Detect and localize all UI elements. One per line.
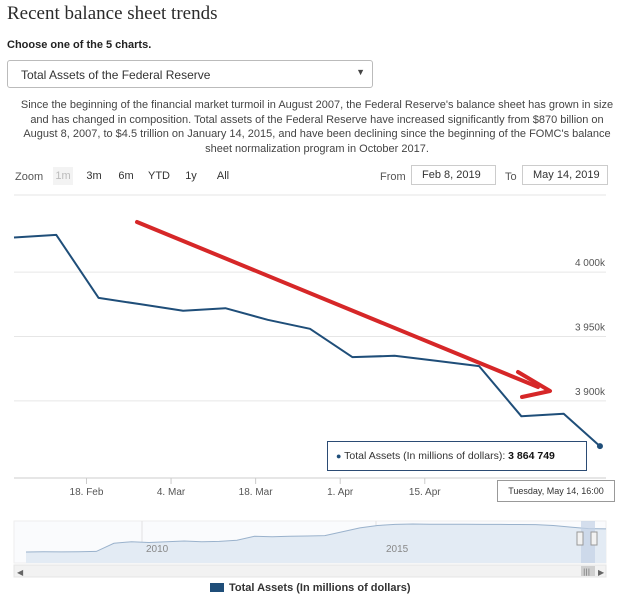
page-title: Recent balance sheet trends	[7, 3, 218, 24]
crosshair-date-label: Tuesday, May 14, 16:00	[497, 480, 615, 502]
range-from-label: From	[380, 171, 406, 183]
scrollbar-track[interactable]	[13, 564, 607, 578]
zoom-ytd-button[interactable]: YTD	[148, 170, 170, 182]
chart-select[interactable]: Total Assets of the Federal Reserve ▼	[7, 60, 373, 88]
legend-item[interactable]: Total Assets (In millions of dollars)	[210, 582, 411, 594]
x-tick-label: 18. Mar	[239, 487, 274, 498]
y-tick-label: 4 000k	[575, 258, 606, 269]
chevron-down-icon[interactable]: ▼	[356, 67, 365, 77]
trend-arrow-head	[516, 370, 552, 399]
x-tick-label: 4. Mar	[157, 487, 186, 498]
navigator-left-handle[interactable]	[576, 531, 584, 546]
x-tick-label: 15. Apr	[409, 487, 441, 498]
legend-label: Total Assets (In millions of dollars)	[229, 582, 411, 594]
choose-chart-label: Choose one of the 5 charts.	[7, 39, 152, 51]
series-point-hovered[interactable]	[596, 443, 603, 450]
y-tick-label: 3 950k	[575, 323, 606, 334]
scroll-right-icon[interactable]: ▶	[598, 568, 605, 577]
navigator-series-line	[25, 523, 607, 553]
scrollbar[interactable]: ◀ ||| ▶	[13, 564, 607, 578]
chart-description: Since the beginning of the financial mar…	[20, 99, 614, 155]
series-line[interactable]	[13, 233, 601, 447]
y-axis: 3 900k 3 950k 4 000k	[575, 258, 606, 398]
x-axis: 18. Feb 4. Mar 18. Mar 1. Apr 15. Apr	[14, 477, 606, 498]
trend-arrow	[135, 220, 552, 399]
zoom-1y-button[interactable]: 1y	[185, 170, 197, 182]
legend-swatch-icon	[210, 583, 224, 592]
tooltip-series-name: Total Assets (In millions of dollars):	[344, 450, 506, 462]
x-tick-label: 1. Apr	[327, 487, 354, 498]
zoom-6m-button[interactable]: 6m	[118, 170, 134, 182]
navigator-label: 2010	[146, 544, 169, 555]
series-dot-icon: ●	[336, 451, 342, 461]
series-group	[13, 233, 603, 450]
navigator[interactable]: 2010 2015	[13, 520, 607, 564]
chart-select-value: Total Assets of the Federal Reserve	[21, 68, 211, 82]
range-to-input[interactable]: May 14, 2019	[522, 165, 608, 185]
zoom-all-button[interactable]: All	[216, 170, 230, 182]
range-to-label: To	[505, 171, 517, 183]
series-tooltip: ● Total Assets (In millions of dollars):…	[327, 441, 587, 471]
navigator-series-area	[26, 524, 606, 563]
x-tick-label: 18. Feb	[70, 487, 104, 498]
scrollbar-grip-icon[interactable]: |||	[583, 568, 590, 576]
range-from-input[interactable]: Feb 8, 2019	[411, 165, 496, 185]
navigator-label: 2015	[386, 544, 409, 555]
zoom-1m-button[interactable]: 1m	[53, 167, 73, 185]
zoom-label: Zoom	[15, 171, 44, 183]
trend-arrow-shaft	[135, 220, 540, 389]
scrollbar-thumb[interactable]	[581, 566, 595, 576]
y-tick-label: 3 900k	[575, 387, 606, 398]
navigator-right-handle[interactable]	[590, 531, 598, 546]
zoom-3m-button[interactable]: 3m	[86, 170, 102, 182]
scroll-left-icon[interactable]: ◀	[17, 568, 24, 577]
tooltip-value: 3 864 749	[508, 450, 555, 462]
